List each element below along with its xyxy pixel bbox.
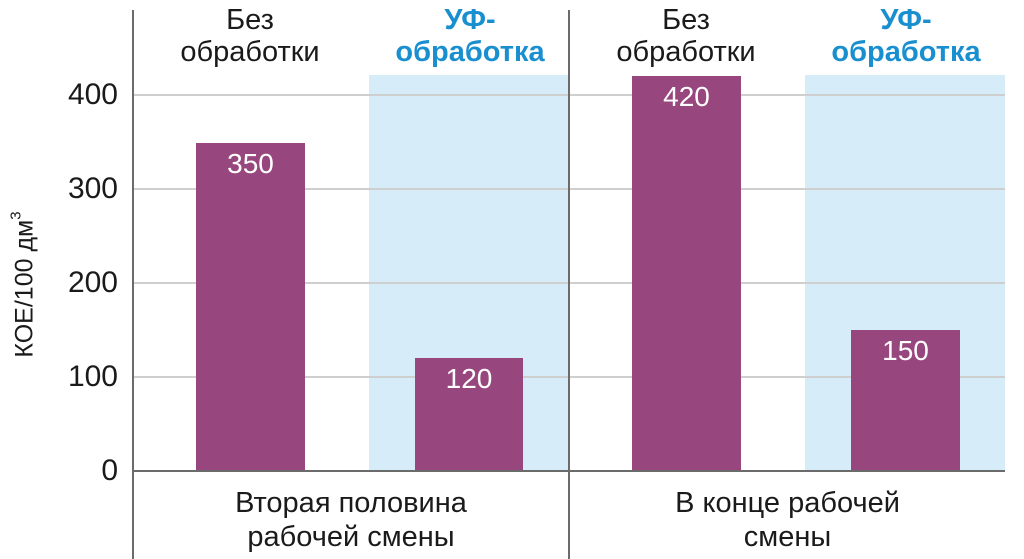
header-group2-uv-treatment: УФ- обработка <box>831 4 981 68</box>
y-tick-200: 200 <box>67 266 118 299</box>
bar-value-label: 150 <box>882 335 929 366</box>
bar-value-label: 120 <box>445 363 493 394</box>
group-divider <box>568 10 570 559</box>
y-tick-400: 400 <box>67 78 118 111</box>
header-group1-no-treatment: Без обработки <box>180 4 320 68</box>
y-tick-0: 0 <box>101 454 118 487</box>
y-axis-label: КОЕ/100 дм3 <box>7 211 39 358</box>
y-tick-100: 100 <box>67 360 118 393</box>
header-group2-no-treatment: Без обработки <box>616 4 756 68</box>
bar-group2-no-treatment: 420 <box>632 76 741 471</box>
x-axis-baseline <box>132 470 1005 472</box>
bar-group1-uv-treatment: 120 <box>415 358 523 471</box>
header-group1-uv-treatment: УФ- обработка <box>395 4 545 68</box>
bar-value-label: 350 <box>227 148 274 179</box>
bar-value-label: 420 <box>663 81 710 112</box>
category-label-group2: В конце рабочей смены <box>675 487 900 553</box>
y-axis <box>132 10 134 559</box>
bar-group1-no-treatment: 350 <box>196 143 305 471</box>
category-label-group1: Вторая половина рабочей смены <box>235 487 467 553</box>
y-tick-300: 300 <box>67 172 118 205</box>
bar-group2-uv-treatment: 150 <box>851 330 960 471</box>
